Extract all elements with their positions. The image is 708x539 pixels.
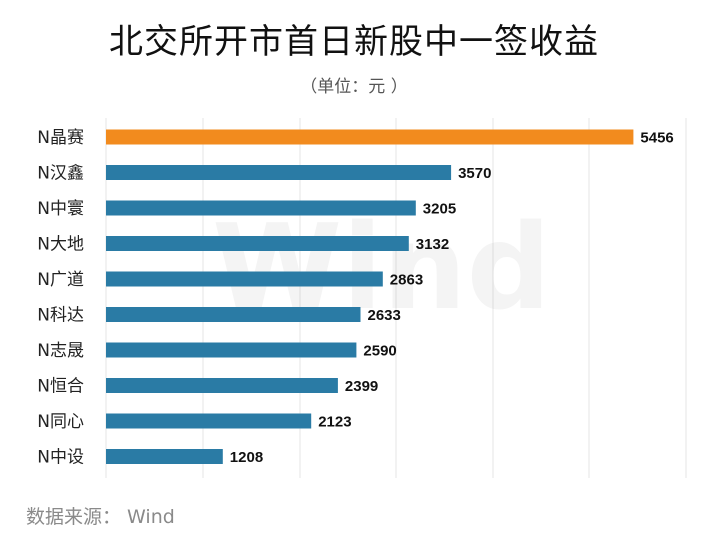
category-label-3: N大地 xyxy=(37,235,84,255)
bar-5 xyxy=(106,307,361,322)
chart-title: 北交所开市首日新股中一签收益 xyxy=(109,22,599,62)
category-label-2: N中寰 xyxy=(37,198,84,219)
category-label-5: N科达 xyxy=(37,306,84,326)
chart-subtitle: （单位：元 ） xyxy=(300,77,408,97)
value-label-1: 3570 xyxy=(458,165,491,182)
value-label-0: 5456 xyxy=(640,130,673,147)
value-label-6: 2590 xyxy=(363,343,396,360)
category-label-4: N广道 xyxy=(37,270,84,290)
bar-3 xyxy=(106,236,409,251)
bars xyxy=(106,129,634,464)
source-note: 数据来源： Wind xyxy=(26,506,175,528)
category-label-9: N中设 xyxy=(37,448,84,468)
bar-7 xyxy=(106,378,338,393)
category-label-1: N汉鑫 xyxy=(37,164,84,184)
value-label-8: 2123 xyxy=(318,414,351,431)
bar-8 xyxy=(106,413,312,429)
value-label-4: 2863 xyxy=(390,272,423,289)
value-label-7: 2399 xyxy=(345,378,378,395)
value-label-5: 2633 xyxy=(368,307,401,324)
value-label-2: 3205 xyxy=(423,201,456,218)
category-label-6: N志晟 xyxy=(37,341,84,361)
bar-4 xyxy=(106,271,383,287)
category-label-7: N恒合 xyxy=(37,377,84,397)
bar-9 xyxy=(106,449,223,464)
category-label-8: N同心 xyxy=(37,412,84,432)
bar-2 xyxy=(106,200,416,216)
bar-6 xyxy=(106,342,357,358)
value-label-9: 1208 xyxy=(230,449,263,466)
bar-1 xyxy=(106,165,452,180)
value-label-3: 3132 xyxy=(416,236,449,253)
category-label-0: N晶赛 xyxy=(37,127,84,148)
labels: N晶赛 5456 N汉鑫 3570 N中寰 3205 N大地 3132 N广道 2863 N科达 26… xyxy=(37,127,673,468)
bar-0 xyxy=(106,129,634,145)
